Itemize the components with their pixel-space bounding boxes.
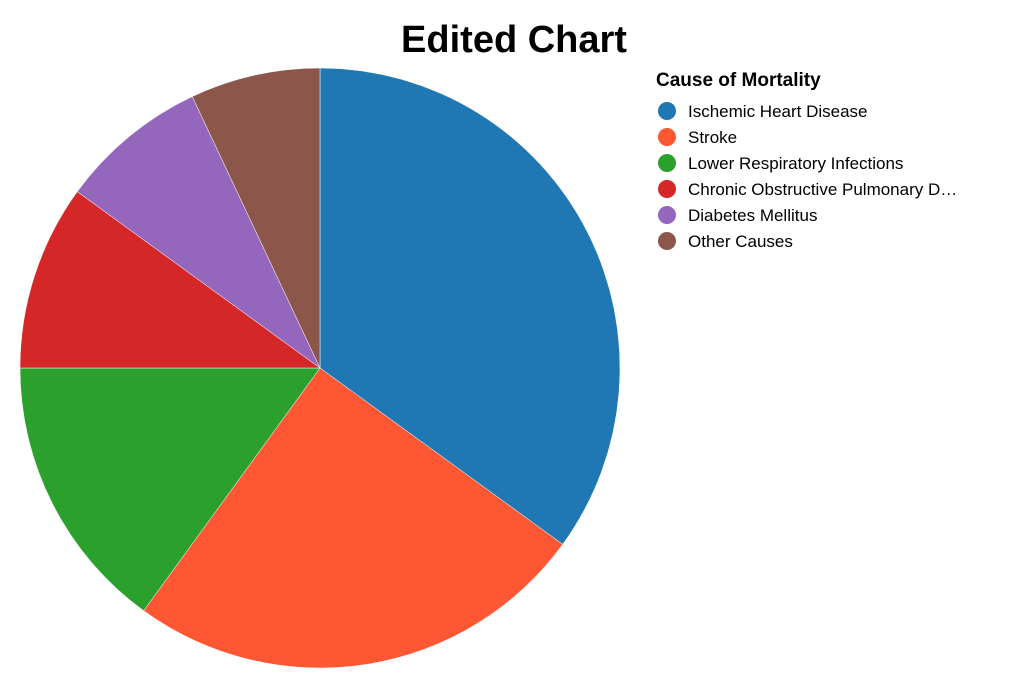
pie-slices: [19, 67, 621, 669]
legend-swatch: [658, 180, 676, 198]
pie-slice-3: [19, 367, 321, 612]
legend-label: Lower Respiratory Infections: [688, 154, 903, 173]
legend-label: Stroke: [688, 128, 737, 147]
legend-label: Chronic Obstructive Pulmonary D…: [688, 180, 957, 199]
legend-title: Cause of Mortality: [656, 70, 821, 91]
pie-slice-6: [191, 67, 321, 369]
chart-title: Edited Chart: [401, 19, 627, 61]
legend-swatch: [658, 232, 676, 250]
legend-swatch: [658, 154, 676, 172]
legend-label: Diabetes Mellitus: [688, 206, 817, 225]
pie-slice-5: [76, 96, 321, 369]
legend-swatch: [658, 102, 676, 120]
pie-slice-2: [143, 367, 564, 669]
pie-slice-1: [319, 67, 621, 545]
legend-label: Ischemic Heart Disease: [688, 102, 868, 121]
legend-label: Other Causes: [688, 232, 793, 251]
pie-slice-4: [19, 191, 321, 369]
legend-swatch: [658, 206, 676, 224]
legend: Cause of Mortality Ischemic Heart Diseas…: [656, 70, 957, 251]
legend-swatch: [658, 128, 676, 146]
